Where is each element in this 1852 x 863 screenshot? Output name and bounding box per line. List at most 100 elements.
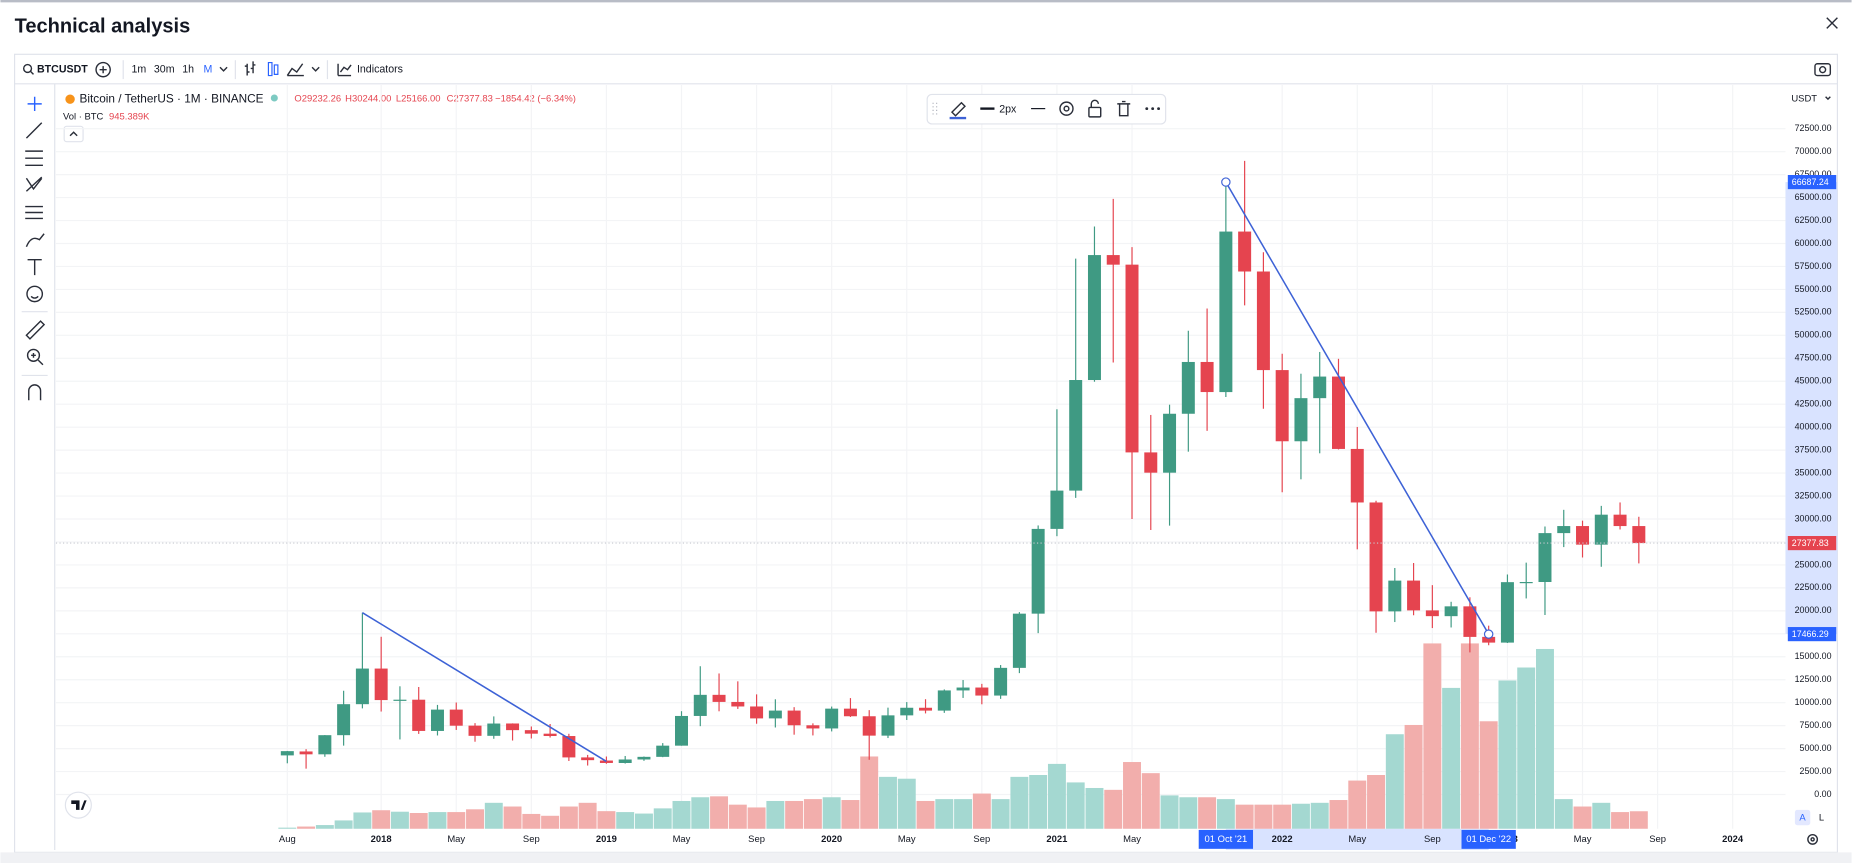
volume-bar [1442,687,1461,829]
volume-bar [972,793,991,829]
volume-bar [1348,780,1367,829]
y-tick-label: 57500.00 [1795,261,1832,271]
style-dropdown[interactable] [311,66,320,72]
symbol: BTCUSDT [37,63,88,75]
volume-bar [879,776,897,829]
candle-body [1519,582,1533,584]
candle-body [843,708,857,717]
axis-button[interactable]: A [1799,813,1806,824]
candle-body [280,751,294,756]
candle-body [1500,582,1514,643]
volume-bar [991,799,1010,829]
more[interactable] [1145,107,1160,111]
drawing-toolbar: 2px [926,93,1167,125]
screenshot-button[interactable] [1814,63,1832,77]
trendline-tool[interactable] [25,122,43,139]
candle-body [299,751,313,755]
volume-bar [803,799,822,829]
candle-body [355,668,369,705]
collapse-legend[interactable] [63,125,84,143]
volume-bar [1554,799,1573,829]
volume-bar [1367,775,1386,829]
interval-dropdown[interactable] [219,66,228,72]
candles-style[interactable] [267,61,279,77]
axis-settings[interactable] [1807,833,1819,845]
candle-body [1576,526,1590,545]
chart-frame [14,53,1838,853]
candle-body [862,716,876,736]
text-tool[interactable] [27,259,42,276]
volume-bar [1517,667,1536,829]
volume-bar [916,800,935,829]
volume-bar [1047,763,1066,829]
currency[interactable]: USDT [1791,94,1817,105]
y-tick-label: 35000.00 [1795,467,1832,477]
symbol-search[interactable]: BTCUSDT [22,63,89,75]
currency-dropdown[interactable] [1825,96,1831,101]
y-tick-label: 5000.00 [1800,743,1832,753]
volume-bar [334,820,353,829]
candle-body [1594,514,1608,545]
crosshair-tool[interactable] [27,96,42,111]
lock[interactable] [1088,99,1102,118]
volume-bar [1066,782,1085,829]
interval[interactable]: 30m [154,63,175,75]
y-tick-label: 20000.00 [1795,605,1832,615]
time-axis-highlight [1225,828,1489,851]
ohlc-close: C27377.83 [447,94,493,105]
brush-tool[interactable] [25,233,45,248]
y-tick-label: 62500.00 [1795,215,1832,225]
prediction-tool[interactable] [25,205,43,220]
y-tick-label: 67500.00 [1795,169,1832,179]
compare-button[interactable] [95,61,111,78]
y-tick-label: 7500.00 [1800,720,1832,730]
candle-body [956,687,970,691]
candle-body [787,710,801,726]
bars-style[interactable] [244,61,256,76]
volume-bar [522,813,541,829]
candle-body [1275,370,1289,442]
volume-bar [691,797,710,829]
volume-bar [747,807,766,829]
x-tick-label: Sep [973,834,990,845]
axis-button[interactable]: L [1819,813,1824,824]
y-tick-label: 37500.00 [1795,444,1832,454]
candle-body [693,694,707,716]
volume-bar [728,804,747,829]
settings[interactable] [1059,101,1074,116]
volume-bar [785,800,804,829]
volume-bar [1104,789,1123,829]
candle-body [449,709,463,726]
candle-body [919,707,933,711]
x-tick-label: May [447,834,465,845]
candle-body [1200,361,1214,393]
indicators-button[interactable]: Indicators [337,63,403,77]
volume-bar [315,825,334,829]
close-button[interactable] [1826,17,1838,29]
emoji-tool[interactable] [26,285,44,303]
volume-bar [541,815,560,829]
magnet-tool[interactable] [28,384,42,401]
candle-body [731,701,745,707]
candle-body [1350,448,1364,503]
volume-bar [409,813,428,829]
ruler-tool[interactable] [25,320,46,340]
line-width[interactable]: 2px [999,104,1017,116]
line-color[interactable] [949,101,967,120]
interval-active[interactable]: M [203,63,212,75]
volume-bar [390,811,409,829]
area-style[interactable] [286,63,304,77]
candle-body [1163,413,1177,473]
zoom-tool[interactable] [26,348,44,366]
volume-bar [1479,721,1498,829]
pattern-tool[interactable] [25,176,43,192]
volume-bar [822,797,841,829]
candle-body [581,757,595,761]
interval[interactable]: 1m [131,63,146,75]
x-tick-label: Aug [279,834,296,845]
x-tick-label: 2020 [821,834,842,845]
interval[interactable]: 1h [182,63,194,75]
candle-body [1613,514,1627,527]
delete[interactable] [1117,100,1131,117]
fib-tool[interactable] [25,150,43,166]
